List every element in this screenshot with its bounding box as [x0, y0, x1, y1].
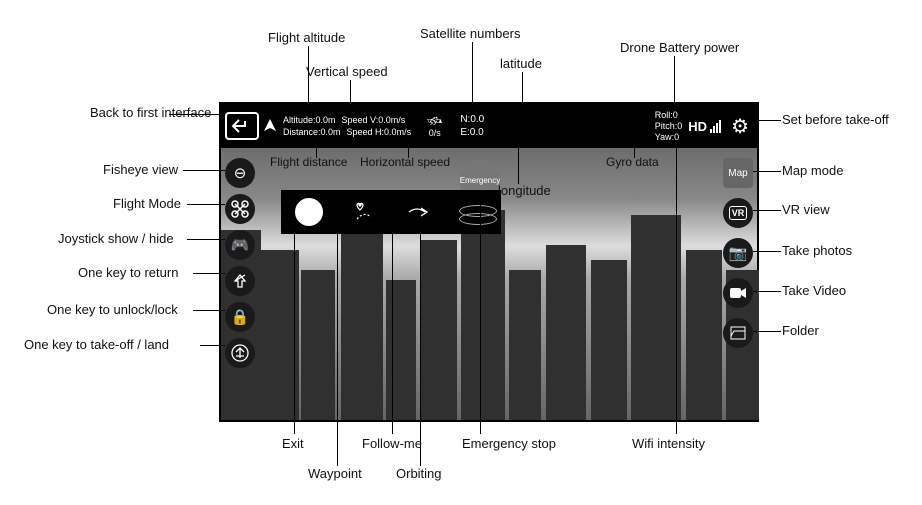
gyro-yaw: Yaw:0 [655, 132, 683, 143]
lbl-take-photos: Take photos [782, 243, 852, 258]
lbl-back: Back to first interface [90, 105, 211, 120]
lbl-vr-view: VR view [782, 202, 830, 217]
exit-mode-button[interactable] [294, 197, 324, 227]
lbl-flight-mode: Flight Mode [113, 196, 181, 211]
lbl-horizontal-speed: Horizontal speed [360, 155, 450, 169]
lbl-one-return: One key to return [78, 265, 178, 280]
waypoint-icon [353, 201, 375, 223]
lbl-longitude: longitude [498, 183, 551, 198]
altitude-value: Altitude:0.0m [283, 114, 336, 126]
lbl-emergency-stop: Emergency stop [462, 436, 556, 451]
back-arrow-icon [231, 118, 253, 134]
lbl-one-lock: One key to unlock/lock [47, 302, 178, 317]
gyro-pitch: Pitch:0 [655, 121, 683, 132]
fisheye-button[interactable]: ⊖ [225, 158, 255, 188]
wifi-bars-icon [709, 120, 721, 133]
orbiting-button[interactable] [459, 197, 489, 227]
lbl-latitude: latitude [500, 56, 542, 71]
gyro-block: Roll:0 Pitch:0 Yaw:0 [655, 110, 683, 143]
take-video-button[interactable] [723, 278, 753, 308]
orbit-icon [459, 205, 489, 219]
drone-icon [231, 200, 249, 218]
settings-button[interactable]: ⚙ [731, 114, 749, 139]
speed-v-value: Speed V:0.0m/s [342, 114, 406, 126]
lbl-joystick: Joystick show / hide [58, 231, 174, 246]
lbl-take-video: Take Video [782, 283, 846, 298]
flight-mode-bar [281, 190, 501, 234]
distance-value: Distance:0.0m [283, 126, 341, 138]
follow-icon [407, 204, 431, 220]
lbl-drone-battery: Drone Battery power [620, 40, 739, 55]
drone-app-screen: Altitude:0.0m Speed V:0.0m/s Distance:0.… [219, 102, 759, 422]
waypoint-button[interactable] [349, 197, 379, 227]
gyro-roll: Roll:0 [655, 110, 683, 121]
lbl-vertical-speed: Vertical speed [306, 64, 388, 79]
lbl-set-before: Set before take-off [782, 112, 889, 127]
flight-mode-button[interactable] [225, 194, 255, 224]
lbl-exit: Exit [282, 436, 304, 451]
folder-icon [730, 326, 746, 340]
lbl-folder: Folder [782, 323, 819, 338]
hd-wifi-block: HD [688, 119, 721, 134]
cursor-icon [263, 118, 277, 134]
lock-button[interactable]: 🔒 [225, 302, 255, 332]
lbl-sat-numbers: Satellite numbers [420, 26, 520, 41]
lbl-one-takeoff: One key to take-off / land [24, 337, 169, 352]
speed-h-value: Speed H:0.0m/s [347, 126, 412, 138]
follow-me-button[interactable] [404, 197, 434, 227]
back-button[interactable] [225, 112, 259, 140]
return-home-button[interactable] [225, 266, 255, 296]
lbl-gyro-data: Gyro data [606, 155, 659, 169]
coords-block: N:0.0 E:0.0 [460, 113, 484, 139]
satellite-block: 🛰 0/s [427, 114, 442, 138]
lat-value: N:0.0 [460, 113, 484, 126]
exit-circle-icon [295, 198, 323, 226]
satellite-icon: 🛰 [425, 112, 444, 130]
takeoff-land-button[interactable] [225, 338, 255, 368]
joystick-toggle-button[interactable]: 🎮 [225, 230, 255, 260]
lbl-fisheye: Fisheye view [103, 162, 178, 177]
takeoff-icon [231, 344, 249, 362]
vr-label: VR [729, 206, 748, 220]
lbl-flight-altitude: Flight altitude [268, 30, 345, 45]
lon-value: E:0.0 [460, 126, 484, 139]
lbl-followme: Follow-me [362, 436, 422, 451]
map-mode-button[interactable]: Map [723, 158, 753, 188]
lbl-flight-distance: Flight distance [270, 155, 347, 169]
lbl-waypoint: Waypoint [308, 466, 362, 481]
telemetry-block: Altitude:0.0m Speed V:0.0m/s Distance:0.… [283, 114, 417, 138]
return-icon [232, 273, 248, 289]
lbl-map-mode: Map mode [782, 163, 843, 178]
take-photo-button[interactable]: 📷 [723, 238, 753, 268]
vr-view-button[interactable]: VR [723, 198, 753, 228]
top-telemetry-bar: Altitude:0.0m Speed V:0.0m/s Distance:0.… [221, 104, 757, 148]
folder-button[interactable] [723, 318, 753, 348]
hd-label: HD [688, 119, 707, 134]
lbl-wifi: Wifi intensity [632, 436, 705, 451]
video-icon [729, 287, 747, 299]
lbl-orbiting: Orbiting [396, 466, 442, 481]
